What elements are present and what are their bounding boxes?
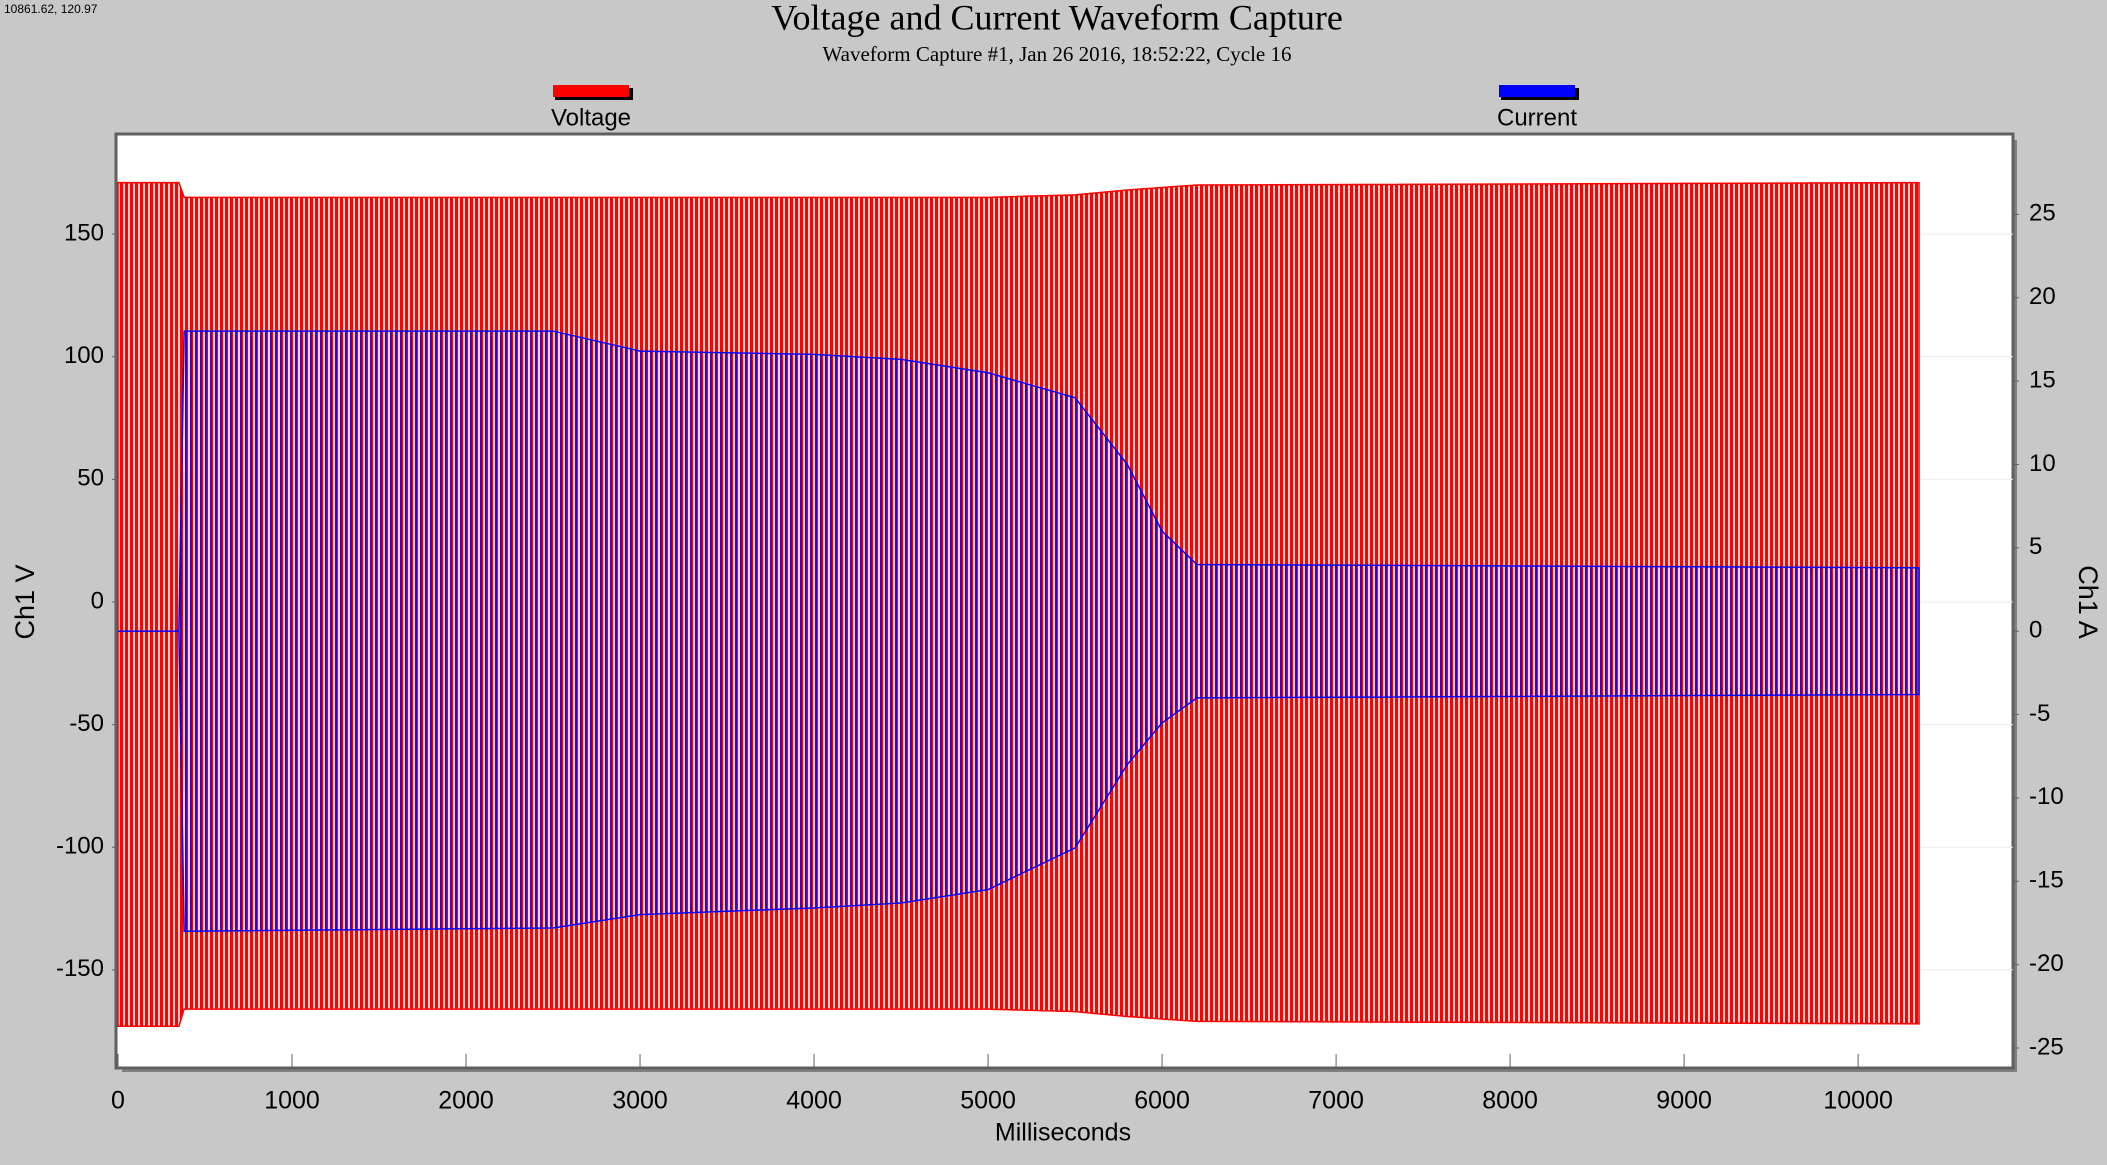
y2-tick-label: 15 (2029, 366, 2056, 393)
y2-tick-label: 10 (2029, 450, 2056, 477)
x-tick-label: 1000 (264, 1087, 320, 1115)
y2-tick-label: -20 (2029, 950, 2064, 977)
x-tick-label: 5000 (960, 1087, 1016, 1115)
y2-tick-label: -25 (2029, 1033, 2064, 1060)
legend-swatch (1499, 85, 1575, 97)
y-axis-title: Ch1 V (10, 564, 40, 639)
y-tick-label: -50 (69, 710, 104, 737)
y2-tick-label: -15 (2029, 867, 2064, 894)
y-tick-label: -150 (56, 955, 104, 982)
x-tick-label: 6000 (1134, 1087, 1190, 1115)
x-tick-label: 3000 (612, 1087, 668, 1115)
y2-axis-title: Ch1 A (2073, 565, 2103, 639)
x-tick-label: 9000 (1656, 1087, 1712, 1115)
cursor-readout: 10861.62, 120.97 (4, 2, 98, 16)
y-tick-label: 0 (91, 587, 104, 614)
legend-label: Current (1497, 104, 1577, 131)
x-tick-label: 0 (111, 1087, 125, 1115)
y2-tick-label: -10 (2029, 783, 2064, 810)
y-tick-label: 50 (77, 465, 104, 492)
chart-subtitle: Waveform Capture #1, Jan 26 2016, 18:52:… (823, 42, 1292, 66)
x-tick-label: 7000 (1308, 1087, 1364, 1115)
y2-tick-label: 25 (2029, 200, 2056, 227)
y2-tick-label: 0 (2029, 617, 2042, 644)
y2-tick-label: 20 (2029, 283, 2056, 310)
x-tick-label: 8000 (1482, 1087, 1538, 1115)
legend-swatch (553, 85, 629, 97)
y2-tick-label: 5 (2029, 533, 2042, 560)
x-axis-title: Milliseconds (995, 1119, 1131, 1147)
y-tick-label: -100 (56, 833, 104, 860)
y-tick-label: 100 (64, 342, 104, 369)
x-tick-label: 4000 (786, 1087, 842, 1115)
x-tick-label: 10000 (1823, 1087, 1893, 1115)
x-tick-label: 2000 (438, 1087, 494, 1115)
y-tick-label: 150 (64, 219, 104, 246)
waveform-band (118, 330, 1920, 933)
legend-label: Voltage (551, 104, 631, 131)
y2-tick-label: -5 (2029, 700, 2050, 727)
chart-title: Voltage and Current Waveform Capture (771, 0, 1343, 37)
